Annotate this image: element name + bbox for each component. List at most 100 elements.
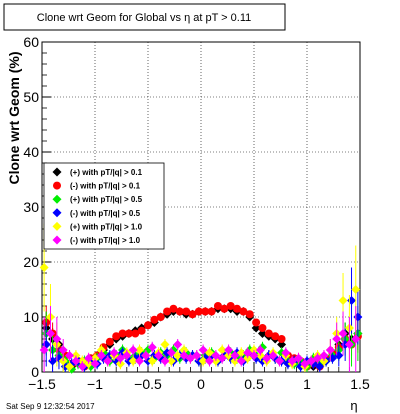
data-point (45, 329, 55, 338)
y-tick-label: 20 (23, 254, 39, 270)
data-point (217, 345, 227, 355)
legend-label: (-) with pT/|q| > 1.0 (70, 236, 141, 245)
data-point (258, 324, 267, 332)
data-point (262, 353, 272, 363)
x-tick-label: 1 (303, 376, 311, 392)
data-point (207, 307, 216, 316)
legend-marker (52, 167, 62, 177)
legend-marker (52, 208, 62, 218)
data-point (351, 285, 361, 294)
y-tick-label: 30 (23, 199, 39, 215)
data-point (252, 318, 261, 327)
data-point (255, 345, 265, 355)
data-point (175, 307, 184, 316)
data-point (105, 337, 114, 346)
data-point (211, 351, 221, 360)
title-box: Clone wrt Geom for Global vs η at pT > 0… (3, 3, 286, 31)
legend-box (43, 162, 165, 250)
data-point (233, 304, 242, 313)
data-point (65, 351, 75, 360)
data-point (264, 329, 273, 338)
data-point (84, 353, 94, 363)
data-point (77, 362, 87, 371)
data-point (300, 359, 310, 369)
data-point (325, 345, 335, 355)
data-point (122, 351, 132, 360)
x-tick-label: 0 (197, 376, 205, 392)
data-point (65, 362, 75, 371)
data-point (201, 307, 210, 316)
data-point (144, 321, 152, 330)
data-point (185, 353, 195, 363)
y-tick-label: 50 (23, 89, 39, 105)
data-point (112, 332, 121, 341)
data-point (150, 315, 159, 324)
legend-marker (53, 181, 61, 190)
data-point (236, 356, 246, 366)
legend-label: (+) with pT/|q| > 1.0 (70, 222, 143, 231)
y-tick-label: 10 (23, 309, 39, 325)
data-point (344, 340, 354, 349)
data-point (128, 345, 138, 355)
data-point (173, 351, 183, 360)
data-point (192, 351, 202, 360)
data-point (281, 348, 291, 358)
x-axis-label: η (350, 398, 357, 413)
data-point (287, 356, 297, 366)
data-point (182, 307, 191, 316)
data-point (268, 351, 278, 360)
footer-timestamp: Sat Sep 9 12:32:54 2017 (6, 402, 95, 411)
legend-label: (+) with pT/|q| > 0.5 (70, 195, 143, 204)
data-point (109, 348, 119, 358)
data-point (137, 326, 146, 335)
data-point (39, 263, 49, 272)
data-point (224, 345, 234, 355)
data-point (213, 302, 222, 310)
data-point (274, 356, 284, 366)
data-point (294, 353, 304, 363)
data-point (243, 348, 253, 358)
data-point (245, 310, 254, 319)
data-point (52, 334, 62, 344)
data-point (332, 334, 342, 344)
data-point (249, 351, 259, 360)
legend-marker (52, 194, 62, 204)
data-point (103, 356, 113, 366)
data-point (338, 329, 348, 338)
data-point (128, 356, 138, 366)
legend: (+) with pT/|q| > 0.1 (-) with pT/|q| > 0… (43, 162, 165, 250)
legend-marker (52, 235, 62, 245)
data-point (131, 329, 140, 338)
data-point (147, 342, 157, 352)
data-point (135, 345, 145, 355)
data-point (124, 329, 133, 338)
data-point (239, 307, 248, 316)
data-point (166, 356, 176, 366)
data-point (313, 353, 323, 363)
y-tick-label: 60 (23, 34, 39, 50)
data-point (319, 351, 329, 360)
data-point (39, 345, 49, 355)
data-point (347, 296, 357, 305)
data-point (118, 329, 127, 338)
x-tick-label: 0.5 (244, 376, 264, 392)
series-layer (39, 223, 363, 374)
legend-label: (-) with pT/|q| > 0.1 (70, 182, 141, 191)
data-point (160, 340, 170, 349)
x-axis-ticks: −1.5 −1 −0.5 0 0.5 1 1.5 (28, 362, 370, 392)
data-point (315, 362, 325, 371)
chart-title: Clone wrt Geom for Global vs η at pT > 0… (37, 12, 252, 24)
data-point (277, 335, 286, 343)
series-5 (39, 306, 361, 372)
y-axis-label: Clone wrt Geom (%) (6, 51, 22, 184)
data-point (156, 313, 165, 321)
x-tick-label: −0.5 (134, 376, 162, 392)
data-point (204, 356, 214, 366)
data-point (169, 304, 178, 313)
data-point (135, 356, 145, 366)
data-point (90, 359, 100, 369)
data-point (226, 302, 235, 310)
data-point (141, 351, 151, 360)
legend-label: (-) with pT/|q| > 0.5 (70, 209, 141, 218)
